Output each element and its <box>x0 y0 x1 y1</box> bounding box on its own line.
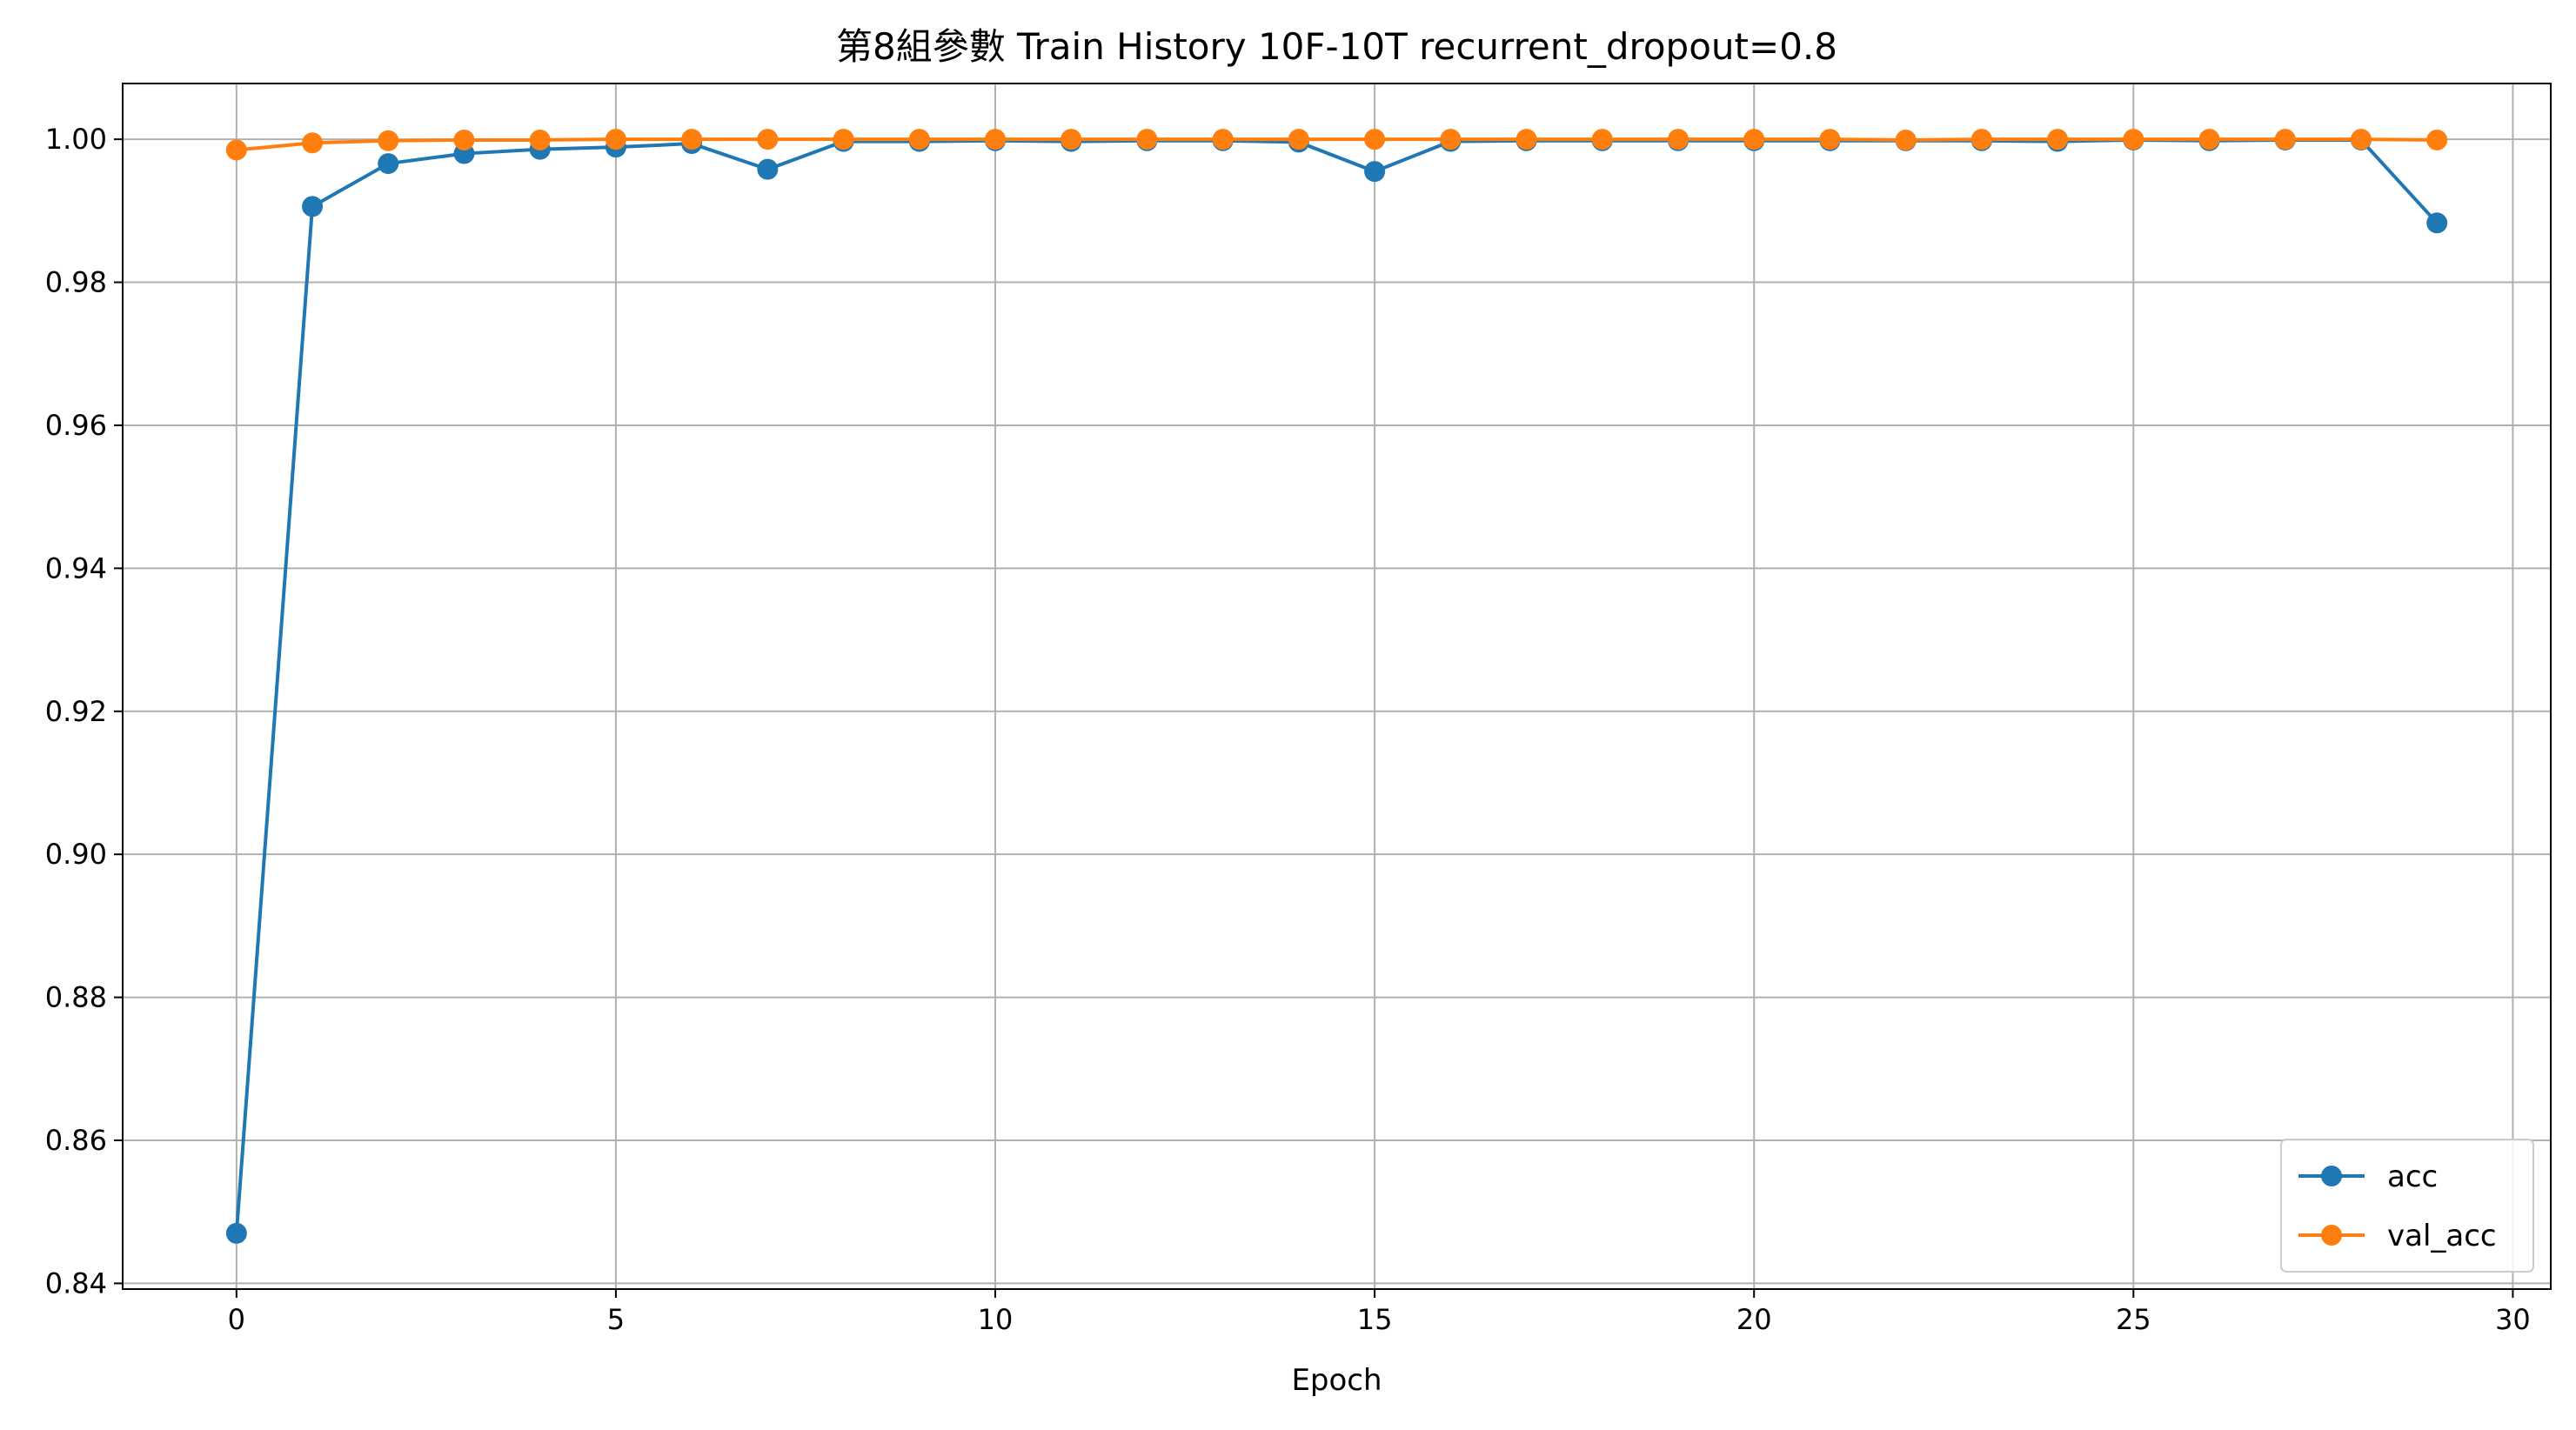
x-tick-label: 10 <box>978 1303 1014 1336</box>
y-tick-label: 0.96 <box>45 409 107 442</box>
y-tick-label: 0.90 <box>45 838 107 871</box>
data-point <box>1212 129 1234 150</box>
data-point <box>453 129 475 150</box>
legend-box <box>2280 1139 2534 1273</box>
data-point <box>225 1222 247 1244</box>
data-point <box>225 139 247 161</box>
data-point <box>2274 129 2296 150</box>
series-val-acc <box>225 129 2448 161</box>
legend-item-val-acc: val_acc <box>2298 1219 2497 1253</box>
legend: acc val_acc <box>2280 1139 2534 1273</box>
series-line <box>236 137 2438 152</box>
data-point <box>378 153 399 175</box>
data-point <box>1970 129 1992 150</box>
x-tick-label: 15 <box>1357 1303 1393 1336</box>
series-layer <box>225 129 2448 1244</box>
y-tick-label: 0.94 <box>45 551 107 585</box>
data-point <box>2426 129 2448 150</box>
data-point <box>2350 129 2372 150</box>
x-tick-label: 5 <box>607 1303 625 1336</box>
grid-lines <box>123 84 2551 1289</box>
data-point <box>1364 161 1386 183</box>
legend-label: acc <box>2387 1159 2438 1194</box>
data-point <box>1061 129 1082 150</box>
y-tick-label: 0.86 <box>45 1124 107 1157</box>
data-point <box>985 129 1007 150</box>
legend-item-acc: acc <box>2298 1159 2438 1194</box>
data-point <box>1364 129 1386 150</box>
data-point <box>833 129 854 150</box>
data-point <box>2426 212 2448 234</box>
x-tick-label: 30 <box>2495 1303 2531 1336</box>
y-tick-label: 1.00 <box>45 123 107 156</box>
x-tick-label: 20 <box>1736 1303 1772 1336</box>
x-tick-label: 0 <box>228 1303 245 1336</box>
data-point <box>2198 129 2220 150</box>
y-tick-label: 0.98 <box>45 266 107 299</box>
data-point <box>1136 129 1158 150</box>
plot-frame <box>122 83 2552 1290</box>
y-tick-label: 0.84 <box>45 1266 107 1300</box>
data-point <box>2123 129 2144 150</box>
data-point <box>757 158 779 180</box>
data-point <box>302 196 324 217</box>
series-line <box>234 137 2439 1234</box>
data-point <box>908 129 930 150</box>
data-point <box>1819 129 1841 150</box>
x-axis-label: Epoch <box>1291 1363 1382 1398</box>
axis-ticks: 0 5 10 15 20 25 30 0.84 0.86 0.88 0.90 0.92 0.94 0.96… <box>45 123 2531 1336</box>
data-point <box>681 129 703 150</box>
x-tick-label: 25 <box>2116 1303 2151 1336</box>
data-point <box>1288 129 1309 150</box>
data-point <box>605 129 626 150</box>
legend-marker <box>2321 1225 2342 1246</box>
legend-marker <box>2321 1166 2342 1186</box>
data-point <box>757 129 779 150</box>
data-point <box>302 132 324 154</box>
data-point <box>1591 129 1613 150</box>
data-point <box>1667 129 1689 150</box>
data-point <box>1743 129 1765 150</box>
y-tick-label: 0.92 <box>45 695 107 728</box>
data-point <box>1895 129 1917 150</box>
y-tick-label: 0.88 <box>45 981 107 1014</box>
legend-label: val_acc <box>2387 1219 2497 1253</box>
chart-title: 第8組參數 Train History 10F-10T recurrent_dr… <box>836 25 1837 68</box>
data-point <box>529 129 551 150</box>
data-point <box>378 130 399 151</box>
data-point <box>1515 129 1537 150</box>
data-point <box>2047 129 2069 150</box>
data-point <box>1440 129 1462 150</box>
